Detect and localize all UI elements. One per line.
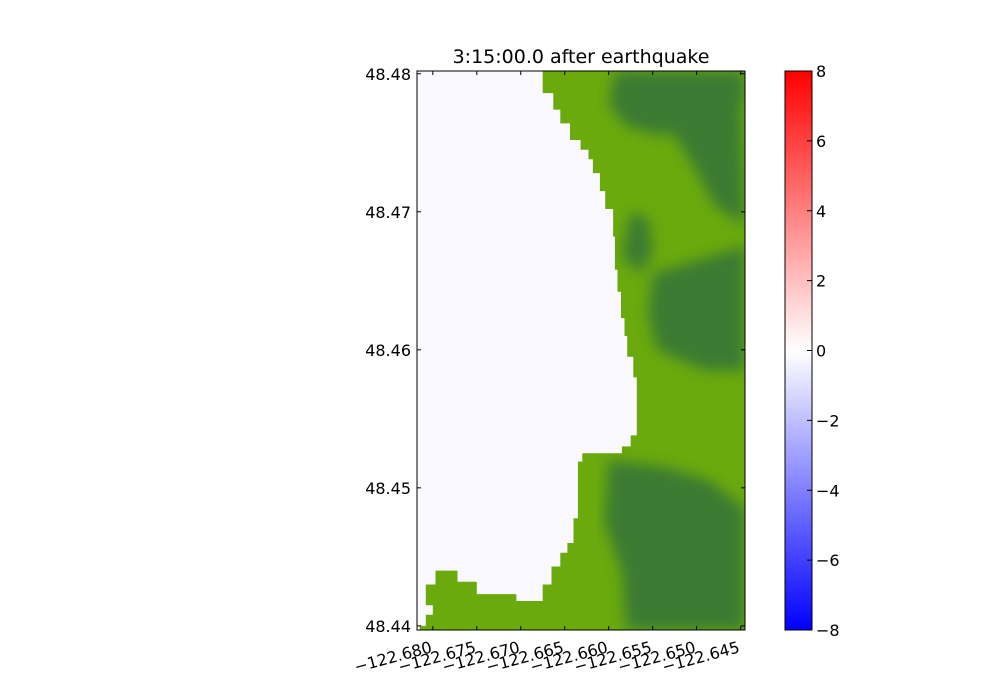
y-tick-label: 48.46 <box>365 341 411 360</box>
colorbar-tick-label: 8 <box>816 62 826 81</box>
y-tick-label: 48.48 <box>365 65 411 84</box>
colorbar-tick-label: −2 <box>816 411 840 430</box>
colorbar-tick-label: 0 <box>816 342 826 361</box>
colorbar-tick-label: −8 <box>816 621 840 640</box>
colorbar-axis: 8 6 4 2 0 −2 −4 −6 −8 <box>807 62 840 640</box>
plot-area <box>417 71 745 630</box>
colorbar-tick-label: 4 <box>816 202 826 221</box>
plot-frame <box>416 70 746 631</box>
colorbar: 8 6 4 2 0 −2 −4 −6 −8 <box>784 62 840 640</box>
upland-region <box>621 211 653 274</box>
chart-title: 3:15:00.0 after earthquake <box>453 46 710 68</box>
colorbar-tick-label: −4 <box>816 481 840 500</box>
y-tick-label: 48.45 <box>365 479 411 498</box>
upland-region <box>604 460 745 630</box>
upland-terrain <box>604 71 745 630</box>
y-axis: 48.44 48.45 48.46 48.47 48.48 <box>365 65 745 636</box>
y-tick-label: 48.44 <box>365 617 411 636</box>
colorbar-tick-label: 6 <box>816 132 826 151</box>
colorbar-tick-label: −6 <box>816 551 840 570</box>
upland-region <box>648 246 745 371</box>
upland-region <box>670 94 745 226</box>
y-tick-label: 48.47 <box>365 203 411 222</box>
colorbar-tick-label: 2 <box>816 272 826 291</box>
